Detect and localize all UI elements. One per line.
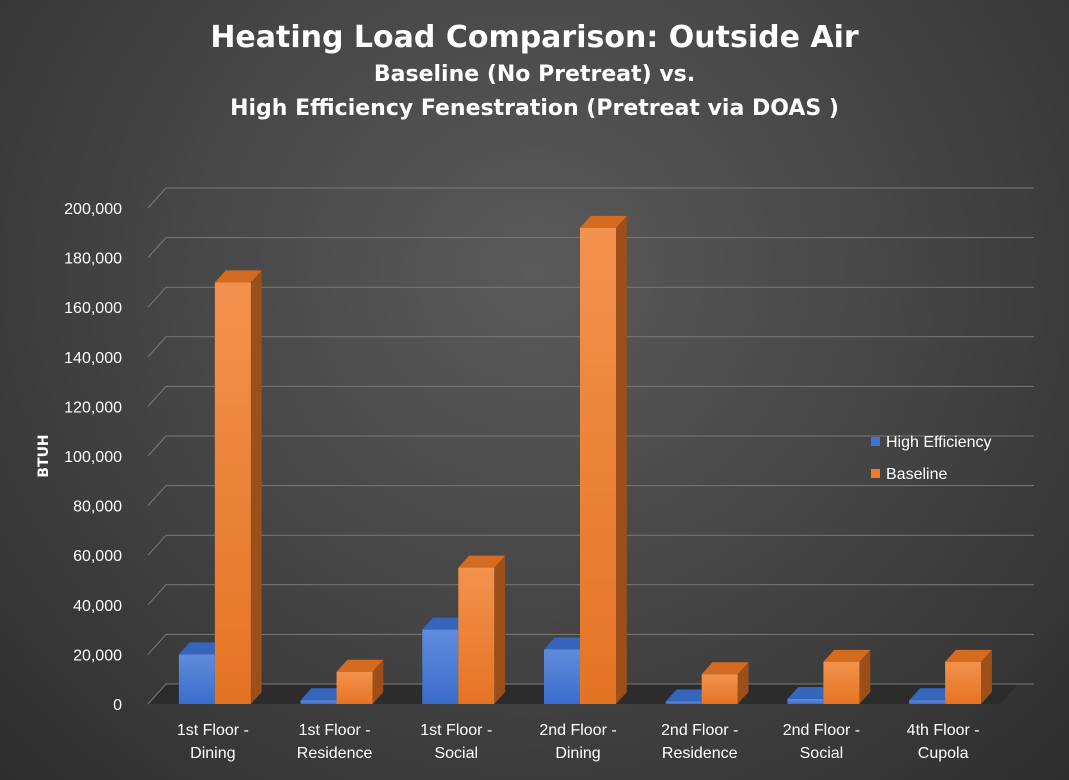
bar-side [616,215,627,704]
gridline [147,485,1034,506]
bar-top [214,270,262,283]
x-tick-label: Residence [662,745,738,762]
y-tick-label: 120,000 [64,399,122,416]
y-tick-label: 40,000 [73,598,122,615]
bar [544,649,580,704]
y-tick-label: 0 [113,697,122,714]
bar [422,629,459,704]
legend-label: High Efficiency [886,434,992,451]
chart-titles: Heating Load Comparison: Outside Air Bas… [0,18,1069,126]
x-tick-label: Social [434,745,478,762]
y-tick-label: 200,000 [64,201,122,218]
y-tick-label: 60,000 [73,548,122,565]
bar-side [494,555,506,704]
x-tick-label: Dining [190,745,235,762]
bar-top [458,555,506,568]
bar-side [250,270,262,704]
bar [701,674,738,704]
x-tick-label: Cupola [918,745,969,762]
bar-side [372,659,384,704]
y-tick-label: 100,000 [64,449,122,466]
gridline [147,385,1034,407]
bar [214,282,251,704]
bar-top [178,642,226,655]
bar-top [665,689,713,702]
x-tick-label: 2nd Floor - [539,722,616,739]
gridline [147,633,1034,655]
x-tick-label: Dining [555,745,600,762]
chart-subtitle-line2: High Efficiency Fenestration (Pretreat v… [230,96,839,121]
y-tick-label: 140,000 [64,350,122,367]
bar-top [580,215,627,228]
gridline [147,336,1034,358]
bar [300,700,337,704]
x-tick-label: 1st Floor - [177,722,249,739]
bar-top [422,617,470,630]
bar-top [945,649,992,662]
chart-subtitle-line1: Baseline (No Pretreat) vs. [373,62,696,87]
bar-side [737,662,749,704]
gridline [147,187,1034,209]
bar-top [701,662,749,675]
x-tick-label: 2nd Floor - [661,722,738,739]
gridline [147,237,1034,258]
x-tick-label: 2nd Floor - [783,722,860,739]
gridline [147,286,1034,308]
y-tick-label: 160,000 [64,300,122,317]
bar [945,661,982,704]
gridline [147,435,1034,457]
bar-side [859,649,871,704]
bar-top [823,649,871,662]
x-tick-label: 1st Floor - [420,722,492,739]
legend-label: Baseline [886,466,947,483]
bar-top [300,688,348,701]
bar-top [787,687,835,700]
bar-top [336,659,384,672]
y-axis-label: BTUH [36,434,52,477]
gridline [147,584,1034,606]
x-tick-label: Residence [297,745,373,762]
bar [458,567,495,704]
x-tick-label: 1st Floor - [299,722,371,739]
bar [580,227,616,704]
bar-top [544,637,591,650]
bar [823,661,860,704]
bar [787,699,824,704]
x-tick-label: 4th Floor - [907,722,980,739]
y-tick-label: 80,000 [73,499,122,516]
bar [909,700,946,704]
bar [178,654,215,704]
bar-side [981,649,992,704]
legend-swatch [871,437,880,446]
chart-title: Heating Load Comparison: Outside Air [210,20,859,55]
bar-top [909,688,956,701]
gridline [147,534,1034,556]
bar [336,671,373,704]
y-tick-label: 20,000 [73,647,122,664]
legend-swatch [871,469,880,478]
x-tick-label: Social [800,745,844,762]
y-tick-label: 180,000 [64,251,122,268]
bar [665,701,702,704]
